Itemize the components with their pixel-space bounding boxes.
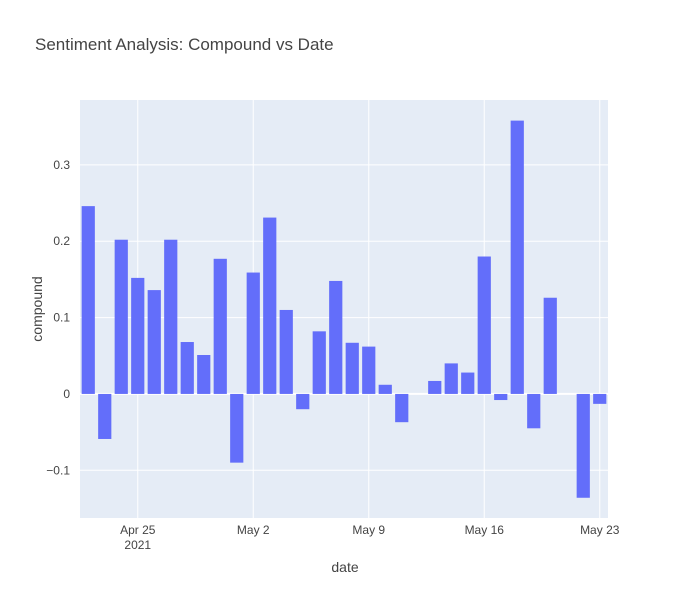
bar	[246, 272, 260, 394]
bar	[114, 239, 128, 394]
bar	[543, 297, 557, 394]
bar	[81, 206, 95, 394]
bar	[378, 384, 392, 394]
bar	[98, 393, 112, 439]
bar	[296, 393, 310, 410]
bar	[576, 393, 590, 498]
y-tick-label: 0	[63, 387, 70, 401]
bar	[131, 277, 145, 394]
bar	[428, 380, 442, 394]
x-tick-label: May 16	[465, 523, 505, 537]
bar	[329, 280, 343, 394]
bar	[461, 372, 475, 394]
x-tick-label: May 2	[237, 523, 270, 537]
x-tick-label: May 23	[580, 523, 620, 537]
bar	[230, 393, 244, 463]
bar	[312, 331, 326, 394]
chart-title: Sentiment Analysis: Compound vs Date	[35, 35, 334, 54]
bar	[395, 393, 409, 423]
y-tick-label: 0.1	[53, 311, 70, 325]
bar	[180, 342, 194, 394]
bar	[279, 309, 293, 394]
y-tick-label: 0.2	[53, 234, 70, 248]
bar	[164, 239, 178, 394]
bar	[345, 342, 359, 394]
y-axis-title: compound	[29, 276, 45, 341]
x-tick-label: Apr 25 2021	[120, 523, 156, 552]
bar	[197, 354, 211, 394]
bar	[477, 256, 491, 394]
bar	[213, 258, 227, 394]
x-axis-title: date	[331, 559, 358, 575]
bar	[147, 290, 161, 394]
bar	[263, 217, 277, 394]
bar	[527, 393, 541, 429]
bar	[362, 346, 376, 394]
y-tick-label: 0.3	[53, 158, 70, 172]
bar	[510, 120, 524, 394]
y-tick-label: −0.1	[46, 463, 70, 477]
bar	[593, 393, 607, 404]
x-tick-label: May 9	[352, 523, 385, 537]
bar	[494, 393, 508, 401]
bar	[444, 363, 458, 394]
